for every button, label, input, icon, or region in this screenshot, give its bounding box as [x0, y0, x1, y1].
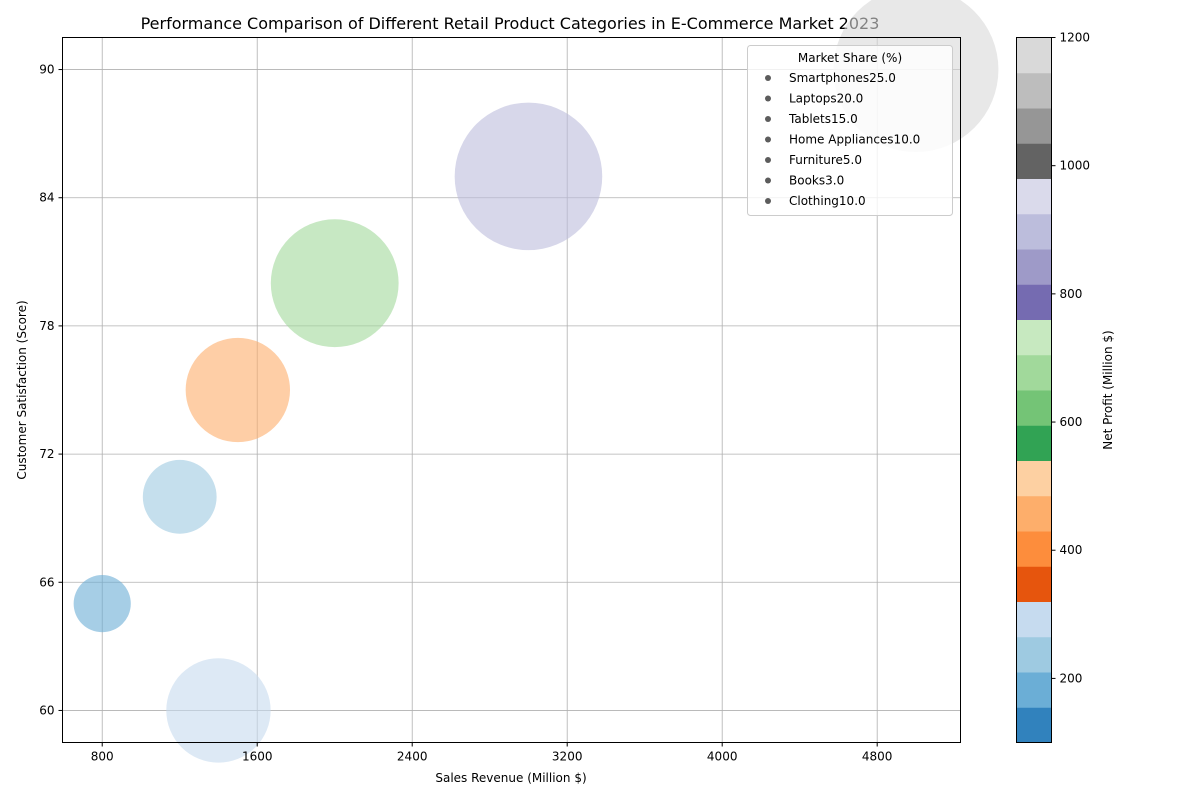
y-tick-label: 66: [39, 575, 54, 589]
legend-marker: [765, 198, 771, 204]
y-tick-label: 90: [39, 63, 54, 77]
colorbar-tick-label: 600: [1060, 415, 1083, 429]
colorbar-band: [1016, 284, 1052, 320]
bubble-laptops: [454, 102, 603, 251]
colorbar-band: [1016, 143, 1052, 179]
colorbar-band: [1016, 390, 1052, 426]
colorbar-tick-label: 400: [1060, 543, 1083, 557]
y-axis-ticks: 60 66 72 78 84 90: [39, 63, 63, 717]
legend-entry-label: Tablets15.0: [788, 112, 858, 126]
bubble-furniture: [142, 459, 217, 534]
chart-title: Performance Comparison of Different Reta…: [141, 14, 880, 33]
colorbar-band: [1016, 37, 1052, 74]
colorbar-frame: [1016, 37, 1052, 743]
colorbar-band: [1016, 460, 1052, 497]
bubble-tablets: [270, 219, 399, 348]
x-tick-label: 4800: [862, 750, 893, 764]
legend-entry-label: Laptops20.0: [789, 92, 863, 106]
bubble-home-appliances: [185, 337, 291, 443]
x-axis-ticks: 800 1600 2400 3200 4000 4800: [91, 742, 893, 764]
colorbar-band: [1016, 249, 1052, 285]
colorbar-ticks: 200 400 600 800 1000 1200: [1051, 31, 1091, 685]
bubble-books: [73, 575, 131, 633]
colorbar-band: [1016, 636, 1052, 673]
legend-entry-label: Smartphones25.0: [789, 71, 896, 85]
colorbar-tick-label: 200: [1060, 671, 1083, 685]
legend-entry-label: Clothing10.0: [789, 194, 866, 208]
colorbar-tick-label: 800: [1060, 287, 1083, 301]
colorbar-band: [1016, 319, 1052, 356]
legend-title: Market Share (%): [798, 51, 902, 65]
x-tick-label: 3200: [552, 750, 583, 764]
x-axis-label: Sales Revenue (Million $): [435, 771, 586, 785]
y-axis-label: Customer Satisfaction (Score): [15, 300, 29, 479]
colorbar-band: [1016, 495, 1052, 532]
colorbar-bands: [1016, 37, 1052, 743]
colorbar-band: [1016, 601, 1052, 638]
y-tick-label: 78: [39, 319, 54, 333]
legend-entry-label: Furniture5.0: [789, 153, 862, 167]
legend-marker: [765, 177, 771, 184]
bubble-clothing: [166, 658, 271, 763]
colorbar-band: [1016, 213, 1052, 250]
legend-marker: [765, 157, 771, 163]
x-tick-label: 1600: [242, 750, 273, 764]
colorbar-tick-label: 1200: [1060, 31, 1091, 45]
colorbar-tick-label: 1000: [1060, 159, 1091, 173]
y-tick-label: 60: [39, 703, 54, 717]
legend-entries: Smartphones25.0 Laptops20.0 Tablets15.0 …: [765, 71, 920, 208]
colorbar-band: [1016, 108, 1052, 144]
legend-marker: [765, 116, 771, 122]
x-tick-label: 4000: [707, 750, 738, 764]
x-tick-label: 2400: [397, 750, 428, 764]
colorbar-band: [1016, 425, 1052, 461]
legend: Market Share (%) Smartphones25.0 Laptops…: [747, 45, 953, 216]
colorbar-band: [1016, 707, 1052, 743]
colorbar-band: [1016, 72, 1052, 109]
legend-entry-label: Home Appliances10.0: [789, 133, 920, 147]
colorbar-band: [1016, 354, 1052, 391]
y-tick-label: 72: [39, 447, 54, 461]
x-tick-label: 800: [91, 750, 114, 764]
legend-box: [747, 45, 953, 216]
colorbar-band: [1016, 672, 1052, 708]
colorbar-band: [1016, 531, 1052, 567]
plot-frame: [62, 37, 961, 743]
legend-entry-label: Books3.0: [789, 174, 844, 188]
colorbar-label: Net Profit (Million $): [1101, 330, 1115, 449]
legend-marker: [765, 136, 771, 143]
colorbar: 200 400 600 800 1000 1200 Net Profit (Million…: [1016, 31, 1115, 743]
colorbar-band: [1016, 178, 1052, 215]
legend-marker: [765, 75, 771, 81]
y-tick-label: 84: [39, 191, 54, 205]
legend-marker: [765, 95, 771, 102]
colorbar-band: [1016, 566, 1052, 602]
